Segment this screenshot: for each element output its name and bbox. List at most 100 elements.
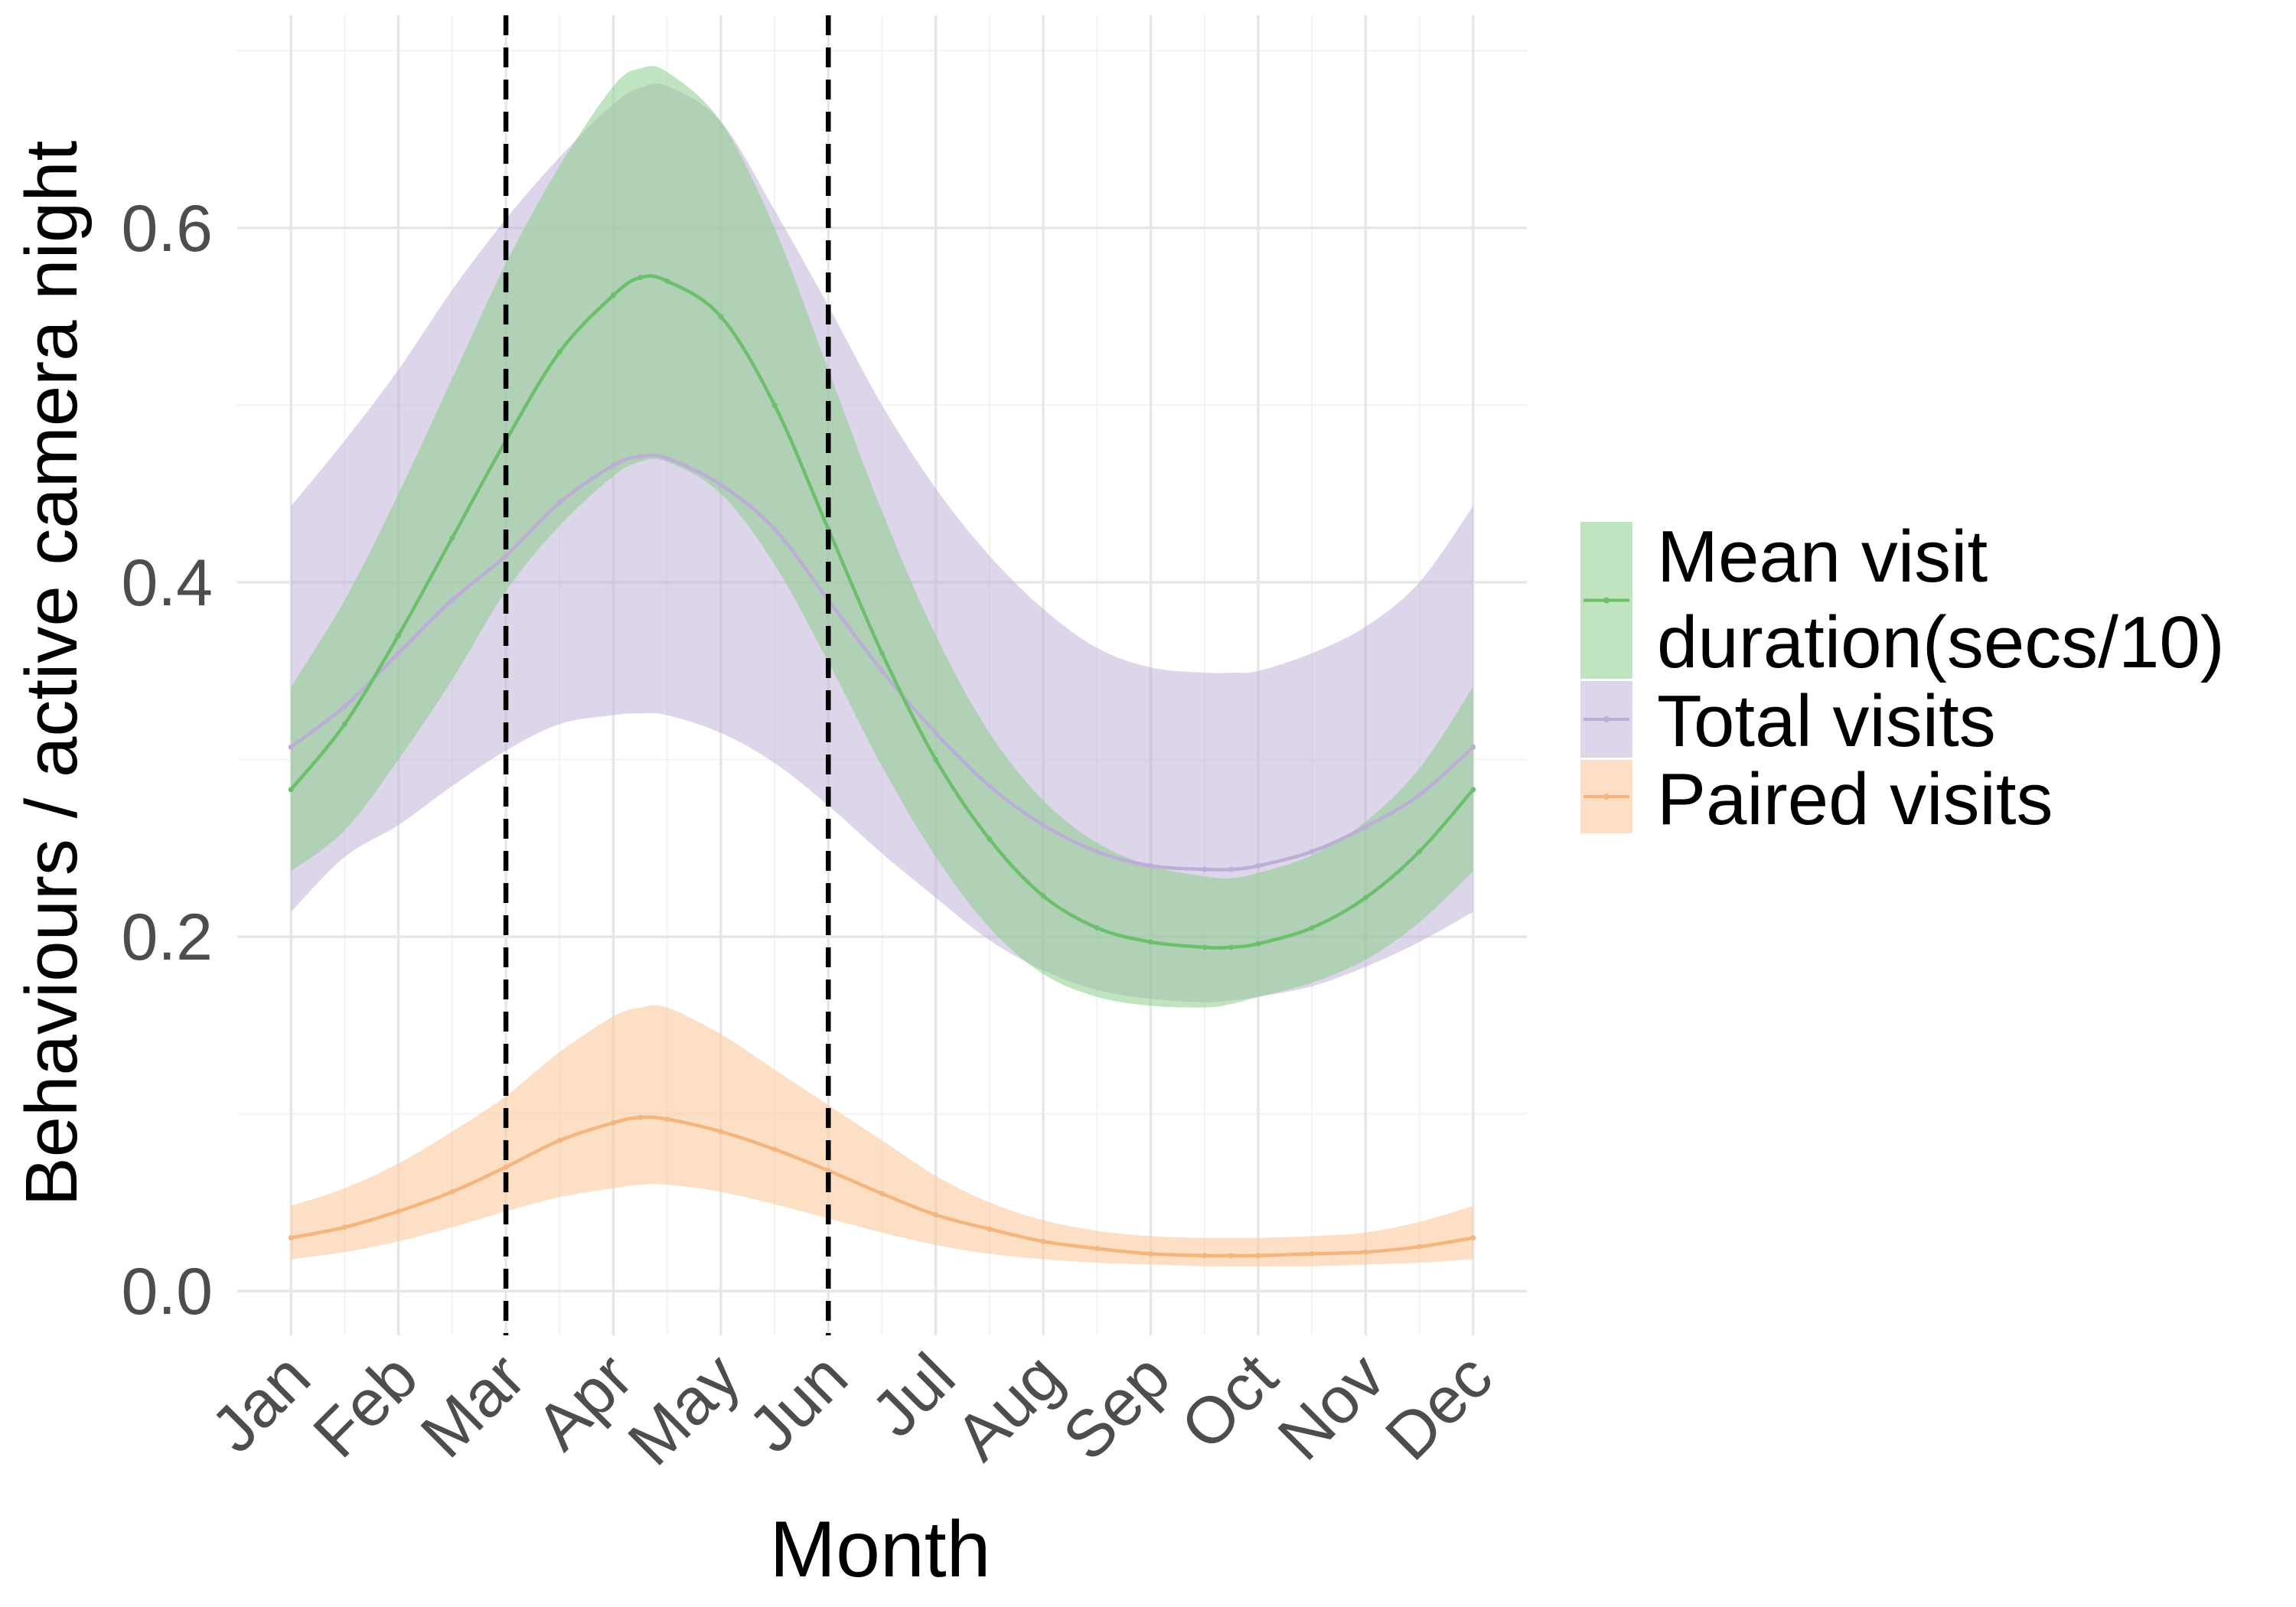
data-point [1202, 1253, 1208, 1259]
x-tick-label-feb: Feb [299, 1340, 432, 1472]
data-point [879, 650, 885, 657]
data-point [933, 730, 939, 736]
x-tick-label-nov: Nov [1264, 1340, 1399, 1475]
data-point [1309, 924, 1315, 931]
data-point [1040, 1238, 1046, 1244]
data-point [449, 597, 455, 603]
legend-label: Mean visit [1657, 516, 1988, 598]
legend-item-paired-visits: Paired visits [1580, 758, 2053, 840]
y-axis-ticks: 0.0 0.2 0.4 0.6 [121, 192, 213, 1328]
band-mean-visit-duration-secs-10 [291, 66, 1473, 1008]
data-point [288, 787, 294, 793]
x-tick-label-jun: Jun [735, 1340, 862, 1467]
y-tick-label: 0.2 [121, 901, 213, 974]
y-tick-label: 0.4 [121, 546, 213, 620]
data-point [1255, 940, 1261, 947]
data-point [879, 668, 885, 674]
data-point [556, 500, 563, 506]
x-tick-label-mar: Mar [407, 1340, 540, 1472]
data-point [664, 278, 670, 284]
data-point [610, 1120, 616, 1126]
data-point [1362, 823, 1368, 830]
data-point [610, 292, 616, 298]
points-paired-visits [288, 1114, 1476, 1259]
data-point [610, 462, 616, 468]
data-point [503, 1164, 509, 1170]
data-point [718, 1129, 724, 1135]
data-point [987, 783, 993, 789]
data-point [1470, 787, 1476, 793]
data-point [1228, 866, 1234, 872]
y-axis-title: Behaviours / active camera night [11, 141, 93, 1207]
data-point [638, 454, 644, 460]
legend-label: Paired visits [1657, 758, 2053, 840]
data-point [1417, 849, 1423, 855]
line-mean-visit-duration-secs-10 [289, 274, 1475, 950]
data-point [1255, 1253, 1261, 1259]
data-point [1148, 862, 1154, 869]
data-point [288, 1235, 294, 1241]
data-point [341, 703, 347, 709]
data-point [1309, 1250, 1315, 1257]
data-point [556, 1137, 563, 1143]
data-point [341, 1224, 347, 1231]
data-point [341, 721, 347, 727]
data-point [1362, 895, 1368, 901]
data-point [396, 1208, 402, 1214]
data-point [825, 1168, 831, 1174]
data-point [987, 836, 993, 843]
data-point [1417, 792, 1423, 798]
data-point [1470, 744, 1476, 750]
points-total-visits [288, 454, 1476, 872]
x-tick-label-apr: Apr [522, 1340, 647, 1465]
data-point [638, 1114, 644, 1120]
data-point [449, 1188, 455, 1195]
data-point [1148, 1250, 1154, 1257]
data-point [503, 553, 509, 559]
x-axis-title: Month [769, 1505, 990, 1594]
data-point [664, 1116, 670, 1123]
x-tick-label-aug: Aug [941, 1340, 1076, 1475]
data-point [1094, 1246, 1100, 1252]
data-point [556, 349, 563, 355]
x-tick-label-jul: Jul [858, 1340, 970, 1452]
data-point [1228, 944, 1234, 950]
data-point [1309, 849, 1315, 855]
x-tick-label-may: May [615, 1340, 755, 1480]
y-tick-label: 0.0 [121, 1255, 213, 1328]
data-point [933, 756, 939, 762]
reference-lines [503, 15, 831, 1335]
y-tick-label: 0.6 [121, 192, 213, 266]
data-point [771, 402, 778, 408]
series-lines [288, 274, 1476, 1259]
data-point [396, 650, 402, 657]
data-point [288, 744, 294, 750]
data-point [933, 1212, 939, 1218]
data-point [1202, 944, 1208, 950]
data-point [396, 632, 402, 638]
legend-item-total-visits: Total visits [1580, 680, 1996, 762]
data-point [1202, 866, 1208, 872]
data-point [1094, 924, 1100, 931]
data-point [638, 275, 644, 281]
legend-key-point [1603, 794, 1609, 800]
x-tick-label-oct: Oct [1167, 1339, 1292, 1464]
data-point [987, 1226, 993, 1232]
data-point [879, 1191, 885, 1197]
data-point [718, 314, 724, 320]
x-tick-label-sep: Sep [1049, 1340, 1184, 1475]
data-point [1094, 849, 1100, 855]
data-point [1148, 939, 1154, 945]
data-point [718, 482, 724, 488]
legend-label: Total visits [1657, 680, 1996, 762]
data-point [1362, 1249, 1368, 1255]
data-point [771, 526, 778, 532]
data-point [1040, 893, 1046, 899]
data-point [1228, 1253, 1234, 1259]
data-point [664, 455, 670, 461]
data-point [1417, 1244, 1423, 1250]
